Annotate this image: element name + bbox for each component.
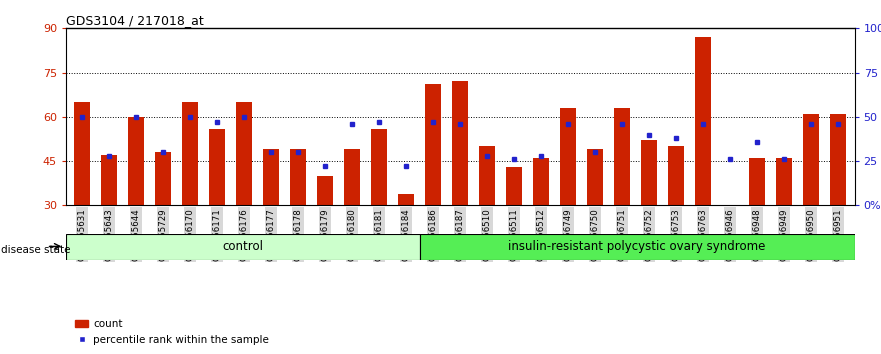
Bar — [776, 158, 793, 205]
Bar — [236, 102, 252, 205]
Text: insulin-resistant polycystic ovary syndrome: insulin-resistant polycystic ovary syndr… — [508, 240, 766, 253]
Bar — [371, 129, 388, 205]
Bar — [749, 158, 766, 205]
Bar — [722, 205, 738, 229]
Bar — [128, 117, 144, 205]
Text: disease state: disease state — [1, 245, 70, 255]
Bar — [182, 102, 198, 205]
Bar — [263, 149, 279, 205]
Text: GDS3104 / 217018_at: GDS3104 / 217018_at — [66, 14, 204, 27]
Bar — [588, 149, 603, 205]
Bar — [452, 81, 469, 205]
Bar — [507, 167, 522, 205]
Bar — [398, 194, 414, 205]
Bar — [66, 234, 419, 260]
Bar — [614, 108, 631, 205]
Bar — [317, 176, 333, 205]
Bar — [426, 84, 441, 205]
Bar — [803, 114, 819, 205]
Bar — [155, 152, 172, 205]
Bar — [560, 108, 576, 205]
Bar — [695, 37, 712, 205]
Bar — [209, 129, 226, 205]
Bar — [830, 114, 847, 205]
Bar — [101, 155, 117, 205]
Bar — [479, 146, 495, 205]
Text: control: control — [222, 240, 263, 253]
Bar — [344, 149, 360, 205]
Bar — [669, 146, 685, 205]
Bar — [641, 141, 657, 205]
Bar — [290, 149, 307, 205]
Bar — [533, 158, 550, 205]
Legend: count, percentile rank within the sample: count, percentile rank within the sample — [71, 315, 273, 349]
Bar — [74, 102, 91, 205]
Bar — [419, 234, 855, 260]
